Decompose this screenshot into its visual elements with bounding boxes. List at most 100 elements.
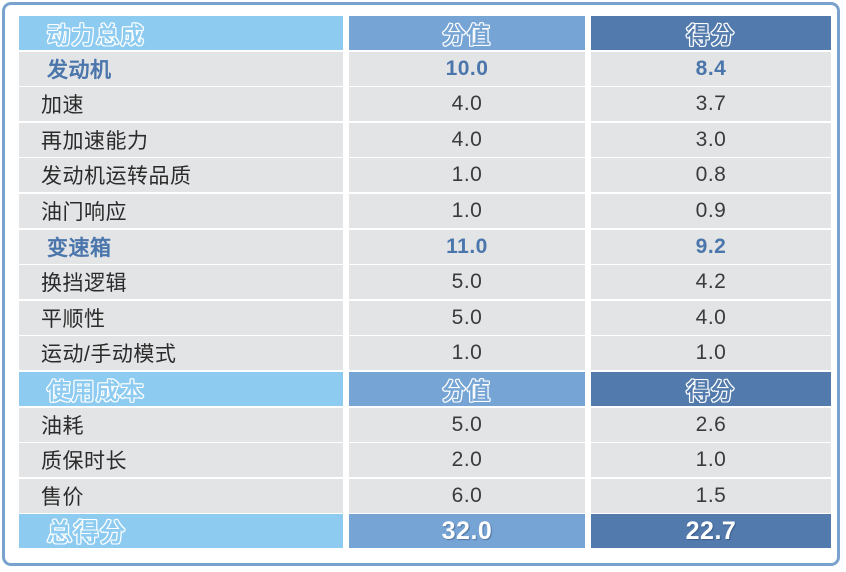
row-value-cell: 32.0 — [349, 514, 585, 549]
table-row: 运动/手动模式 1.0 1.0 — [19, 336, 831, 372]
row-score-cell: 2.6 — [591, 407, 831, 442]
row-score-cell: 4.2 — [591, 265, 831, 300]
row-value-cell: 5.0 — [349, 265, 585, 300]
row-label-cell: 加速 — [19, 87, 343, 122]
table-row: 油耗 5.0 2.6 — [19, 407, 831, 444]
row-label-cell: 变速箱 — [19, 229, 343, 264]
table-row: 发动机 10.0 8.4 — [19, 51, 831, 88]
table-row: 使用成本 分值 得分 — [19, 371, 831, 408]
row-value-cell: 1.0 — [349, 336, 585, 371]
row-label-cell: 使用成本 — [19, 371, 343, 406]
row-label-cell: 平顺性 — [19, 300, 343, 335]
score-table: 动力总成 分值 得分 发动机 10.0 8.4 加速 4.0 3.7 再加速能力 4.0 3.0 发动机… — [19, 16, 831, 558]
row-label-cell: 售价 — [19, 478, 343, 513]
table-row: 动力总成 分值 得分 — [19, 16, 831, 52]
row-label: 动力总成 — [47, 22, 145, 48]
row-score: 4.0 — [695, 305, 727, 329]
row-value-cell: 1.0 — [349, 193, 585, 228]
row-label-cell: 动力总成 — [19, 16, 343, 50]
row-label: 加速 — [41, 94, 84, 118]
row-score-cell: 1.5 — [591, 478, 831, 513]
row-label: 发动机运转品质 — [41, 165, 192, 189]
row-score-cell: 8.4 — [591, 51, 831, 86]
row-value: 5.0 — [451, 305, 483, 329]
row-score-cell: 3.7 — [591, 87, 831, 122]
table-row: 发动机运转品质 1.0 0.8 — [19, 158, 831, 194]
row-label-cell: 再加速能力 — [19, 122, 343, 157]
row-label: 总得分 — [47, 519, 127, 548]
row-score-cell: 0.9 — [591, 193, 831, 228]
row-label-cell: 油耗 — [19, 407, 343, 442]
row-label-cell: 总得分 — [19, 514, 343, 549]
row-label: 质保时长 — [41, 450, 127, 474]
row-value: 6.0 — [451, 483, 483, 507]
row-label-cell: 发动机 — [19, 51, 343, 86]
row-label: 变速箱 — [47, 236, 112, 260]
row-value-cell: 4.0 — [349, 87, 585, 122]
table-row: 平顺性 5.0 4.0 — [19, 300, 831, 337]
row-label: 使用成本 — [47, 377, 145, 404]
row-value: 1.0 — [451, 163, 483, 187]
row-value-cell: 6.0 — [349, 478, 585, 513]
row-value: 1.0 — [451, 198, 483, 222]
row-score: 4.2 — [695, 270, 727, 294]
row-label: 换挡逻辑 — [41, 272, 127, 296]
row-score: 1.0 — [695, 448, 727, 472]
row-score-cell: 1.0 — [591, 443, 831, 478]
row-score-cell: 4.0 — [591, 300, 831, 335]
row-score-cell: 9.2 — [591, 229, 831, 264]
row-value-cell: 1.0 — [349, 158, 585, 193]
row-value: 32.0 — [441, 516, 493, 545]
table-row: 质保时长 2.0 1.0 — [19, 443, 831, 479]
row-score-cell: 得分 — [591, 16, 831, 50]
row-value: 4.0 — [451, 92, 483, 116]
row-score: 得分 — [686, 22, 736, 48]
row-score-cell: 0.8 — [591, 158, 831, 193]
table-row: 变速箱 11.0 9.2 — [19, 229, 831, 266]
row-value-cell: 11.0 — [349, 229, 585, 264]
row-label: 油门响应 — [41, 200, 127, 224]
row-value: 4.0 — [451, 127, 483, 151]
table-row: 售价 6.0 1.5 — [19, 478, 831, 515]
table-row: 油门响应 1.0 0.9 — [19, 193, 831, 230]
row-value: 1.0 — [451, 341, 483, 365]
row-value-cell: 4.0 — [349, 122, 585, 157]
row-label-cell: 运动/手动模式 — [19, 336, 343, 371]
row-score-cell: 得分 — [591, 371, 831, 406]
row-value-cell: 分值 — [349, 371, 585, 406]
row-score: 1.0 — [695, 341, 727, 365]
row-score: 22.7 — [685, 516, 737, 545]
row-label: 再加速能力 — [41, 129, 149, 153]
row-score: 8.4 — [695, 56, 727, 80]
row-score: 3.7 — [695, 92, 727, 116]
row-label: 运动/手动模式 — [41, 343, 177, 367]
row-label: 发动机 — [47, 58, 112, 82]
row-value-cell: 10.0 — [349, 51, 585, 86]
row-value: 11.0 — [446, 234, 488, 258]
table-row: 加速 4.0 3.7 — [19, 87, 831, 123]
row-score: 得分 — [686, 377, 736, 404]
row-score-cell: 1.0 — [591, 336, 831, 371]
table-row: 总得分 32.0 22.7 — [19, 514, 831, 550]
table-frame: 动力总成 分值 得分 发动机 10.0 8.4 加速 4.0 3.7 再加速能力 4.0 3.0 发动机… — [2, 2, 840, 566]
row-label-cell: 换挡逻辑 — [19, 265, 343, 300]
row-value: 2.0 — [451, 448, 483, 472]
row-score: 3.0 — [695, 127, 727, 151]
row-value-cell: 5.0 — [349, 407, 585, 442]
row-label-cell: 发动机运转品质 — [19, 158, 343, 193]
row-value: 10.0 — [445, 56, 489, 80]
row-value: 分值 — [442, 377, 492, 404]
row-score: 9.2 — [695, 234, 727, 258]
table-row: 换挡逻辑 5.0 4.2 — [19, 265, 831, 301]
row-label-cell: 油门响应 — [19, 193, 343, 228]
row-value-cell: 分值 — [349, 16, 585, 50]
row-label: 平顺性 — [41, 307, 106, 331]
row-value-cell: 5.0 — [349, 300, 585, 335]
row-score-cell: 3.0 — [591, 122, 831, 157]
row-score-cell: 22.7 — [591, 514, 831, 549]
row-value: 5.0 — [451, 412, 483, 436]
row-score: 0.8 — [695, 163, 727, 187]
row-label: 油耗 — [41, 414, 84, 438]
row-score: 2.6 — [695, 412, 727, 436]
row-score: 1.5 — [695, 483, 727, 507]
